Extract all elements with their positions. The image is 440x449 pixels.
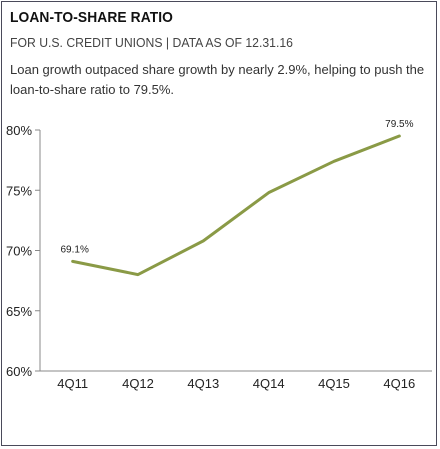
- chart-subtitle: FOR U.S. CREDIT UNIONS | DATA AS OF 12.3…: [10, 35, 293, 50]
- y-tick-label: 80%: [6, 123, 32, 138]
- x-axis-ticks: 4Q11 4Q12 4Q13 4Q14 4Q15 4Q16: [57, 376, 415, 391]
- x-tick-label: 4Q16: [383, 376, 415, 391]
- chart-title: LOAN-TO-SHARE RATIO: [10, 9, 173, 26]
- y-axis-ticks: 60% 65% 70% 75% 80%: [6, 123, 40, 379]
- data-label: 79.5%: [385, 119, 413, 130]
- y-tick-label: 65%: [6, 304, 32, 319]
- y-tick-label: 70%: [6, 244, 32, 259]
- y-tick-label: 60%: [6, 364, 32, 379]
- y-tick-label: 75%: [6, 183, 32, 198]
- x-tick-label: 4Q14: [253, 376, 285, 391]
- data-label: 69.1%: [60, 244, 88, 255]
- x-tick-label: 4Q11: [57, 376, 88, 391]
- x-tick-label: 4Q12: [122, 376, 154, 391]
- x-tick-label: 4Q15: [318, 376, 350, 391]
- chart-description: Loan growth outpaced share growth by nea…: [10, 62, 425, 97]
- series-line: [71, 134, 401, 277]
- x-tick-label: 4Q13: [187, 376, 219, 391]
- data-labels: 69.1% 79.5%: [60, 119, 413, 255]
